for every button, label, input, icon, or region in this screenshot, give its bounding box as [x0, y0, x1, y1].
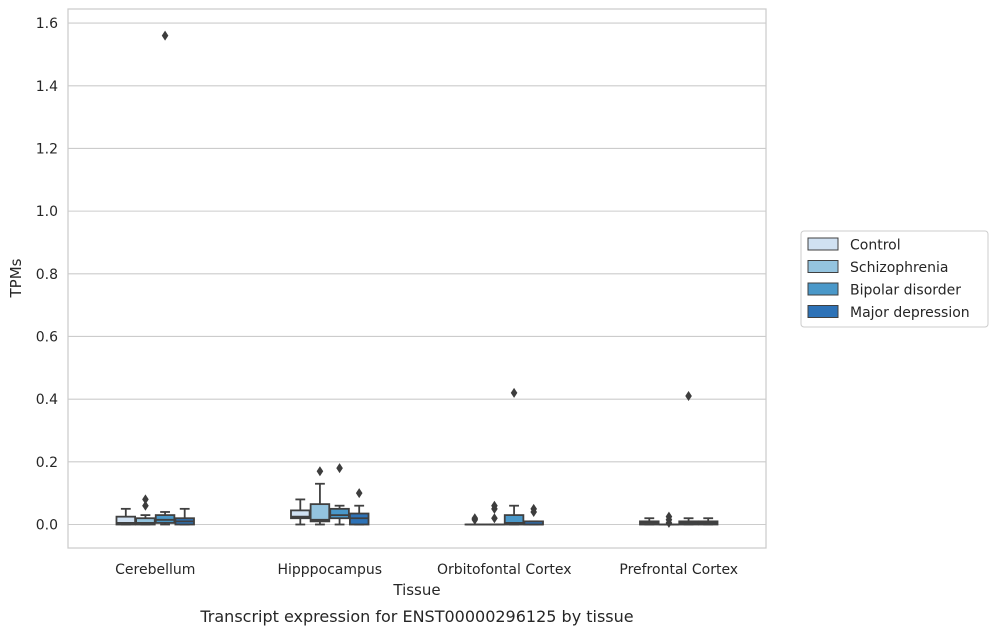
y-tick-label: 1.4 [36, 79, 58, 95]
legend-label: Bipolar disorder [850, 283, 961, 299]
x-axis-label: Tissue [392, 581, 440, 599]
box-0-3 [639, 517, 660, 526]
legend-swatch [807, 305, 839, 318]
x-tick-label: Prefrontal Cortex [619, 562, 738, 578]
y-tick-label: 0.4 [36, 392, 58, 408]
legend-label: Major depression [850, 305, 970, 321]
box-2-0 [154, 30, 176, 526]
box-body [135, 517, 156, 526]
outlier-point [510, 387, 518, 398]
legend-swatch [807, 282, 839, 296]
series-1 [135, 466, 680, 528]
box-3-2 [523, 503, 544, 526]
outlier-point [491, 500, 498, 511]
box-series-group [115, 30, 719, 528]
y-tick-label: 1.2 [36, 141, 58, 157]
box-body [309, 503, 331, 523]
y-tick-labels: 0.0 0.2 0.4 0.6 0.8 1.0 1.2 1.4 1.6 [36, 16, 58, 533]
y-tick-label: 0.8 [36, 267, 58, 283]
legend: Control Schizophrenia Bipolar disorder Majo… [800, 230, 989, 328]
box-body [329, 507, 350, 520]
box-0-2 [464, 513, 486, 526]
outlier-point [142, 494, 149, 505]
legend-frame [800, 230, 989, 328]
outlier-point [685, 391, 692, 402]
box-0-0 [115, 507, 137, 526]
outlier-point [161, 30, 169, 41]
y-axis-label: TPMs [7, 258, 25, 298]
outlier-point [665, 511, 673, 522]
outlier-point [491, 513, 498, 524]
legend-items: Control Schizophrenia Bipolar disorder Majo… [807, 237, 970, 321]
series-0 [115, 498, 660, 526]
legend-swatch [807, 237, 839, 251]
plot-background [68, 9, 766, 548]
box-body [115, 515, 137, 526]
outlier-point [316, 466, 324, 477]
y-tick-label: 0.0 [36, 517, 58, 533]
x-tick-label: Hipppocampus [277, 562, 382, 578]
box-3-1 [348, 488, 370, 526]
outlier-point [530, 503, 537, 514]
legend-label: Control [850, 238, 901, 254]
legend-label: Schizophrenia [850, 260, 948, 276]
box-0-1 [290, 498, 311, 526]
box-3-0 [174, 507, 195, 526]
box-body [503, 514, 525, 526]
series-3 [174, 488, 719, 526]
box-2-3 [678, 391, 699, 526]
chart-caption: Transcript expression for ENST0000029612… [199, 607, 633, 626]
y-tick-label: 0.6 [36, 329, 58, 345]
y-tick-label: 0.2 [36, 455, 58, 471]
box-1-2 [484, 500, 505, 526]
x-tick-label: Cerebellum [115, 562, 195, 578]
y-gridlines [68, 22, 766, 526]
y-tick-label: 1.6 [36, 16, 58, 32]
legend-swatch [807, 260, 839, 273]
box-body [290, 509, 311, 520]
outlier-point [336, 463, 343, 474]
outlier-point [471, 513, 479, 524]
box-3-3 [697, 517, 719, 526]
box-2-1 [329, 463, 350, 526]
box-1-1 [309, 466, 331, 526]
box-2-2 [503, 387, 525, 526]
outlier-point [142, 500, 149, 511]
box-1-3 [658, 511, 680, 528]
y-tick-label: 1.0 [36, 204, 58, 220]
series-2 [154, 30, 699, 526]
outlier-point [355, 488, 363, 499]
x-tick-labels: Cerebellum Hipppocampus Orbitofontal Corte… [115, 562, 738, 578]
plot-frame [67, 8, 767, 549]
box-1-0 [135, 494, 156, 526]
x-tick-label: Orbitofontal Cortex [437, 562, 572, 578]
